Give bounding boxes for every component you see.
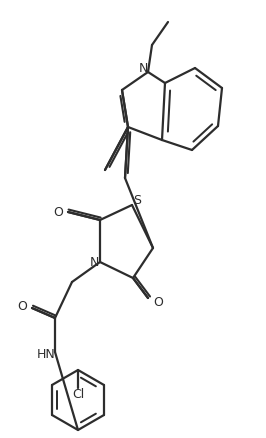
Text: HN: HN — [37, 347, 55, 360]
Text: N: N — [89, 257, 99, 269]
Text: O: O — [53, 205, 63, 219]
Text: Cl: Cl — [72, 388, 84, 400]
Text: O: O — [17, 300, 27, 312]
Text: O: O — [153, 296, 163, 308]
Text: N: N — [138, 61, 148, 74]
Text: S: S — [133, 194, 141, 208]
